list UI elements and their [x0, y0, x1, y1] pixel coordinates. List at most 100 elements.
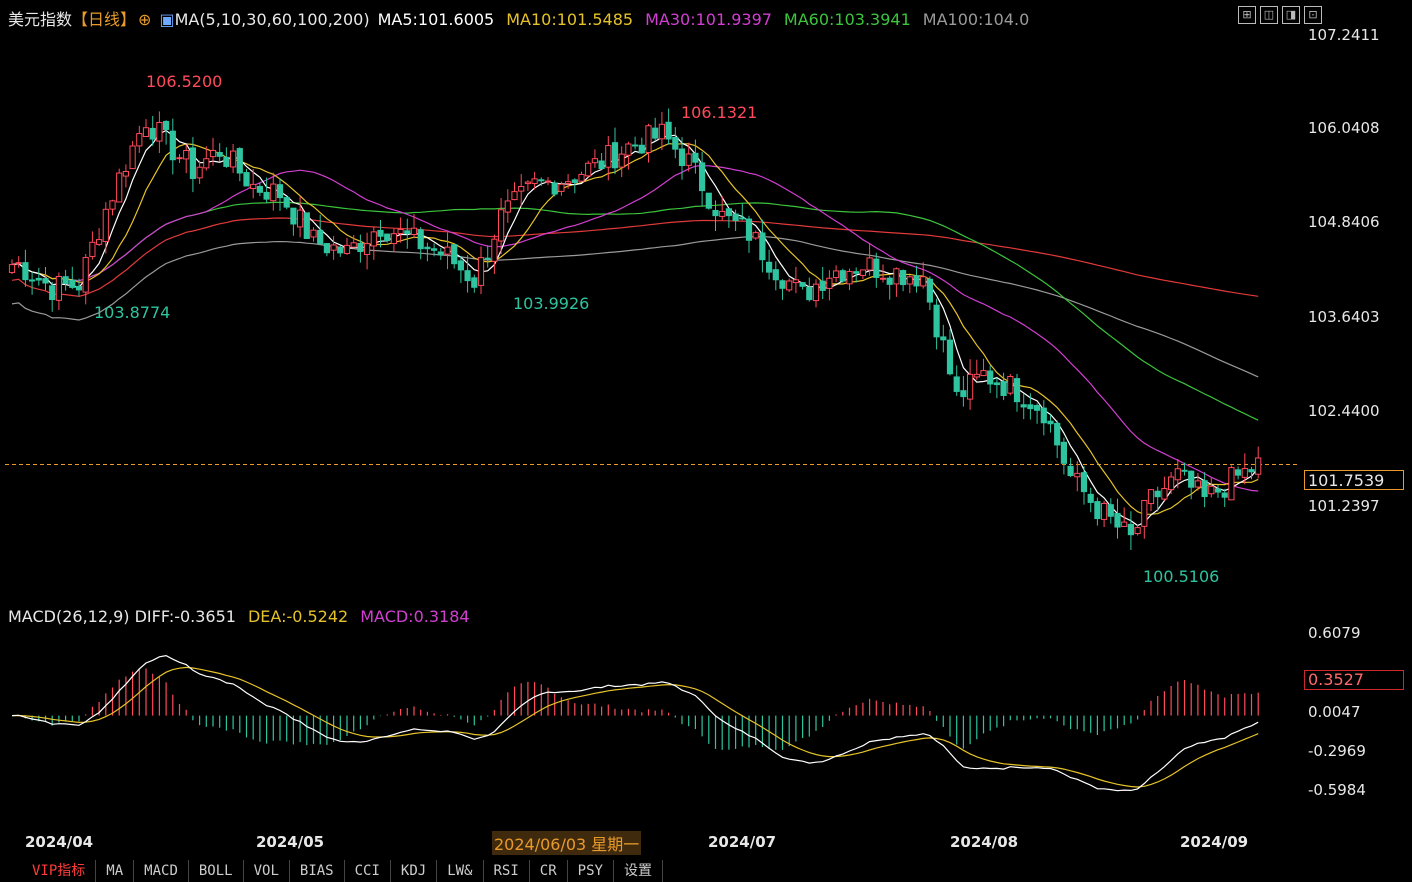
candle-body [1087, 493, 1094, 503]
ma10-label: MA10:101.5485 [506, 10, 634, 29]
candle-body [1228, 467, 1235, 501]
crosshair-date-tooltip: 2024/06/03 星期一 [492, 831, 642, 855]
candle-body [290, 207, 297, 225]
candle-body [35, 277, 42, 281]
tab-ma[interactable]: MA [96, 860, 135, 882]
ma100-label: MA100:104.0 [922, 10, 1030, 29]
price-tick: 106.0408 [1308, 119, 1380, 137]
candle-body [250, 183, 257, 190]
candle-body [390, 233, 397, 245]
candle-body [625, 143, 632, 156]
candle-body [960, 390, 967, 398]
candle-body [96, 239, 103, 245]
add-icon[interactable]: ⊕ [138, 10, 152, 29]
candle-body [1235, 469, 1242, 476]
candle-body [431, 248, 438, 251]
candle-body [1054, 422, 1061, 446]
x-tick: 2024/08 [950, 833, 1019, 851]
candle-body [920, 276, 927, 287]
candle-body [544, 180, 552, 183]
candle-body [645, 125, 652, 154]
candle-body [1241, 468, 1248, 478]
candle-body [705, 192, 712, 209]
macd-tick: -0.2969 [1308, 742, 1366, 760]
candle-body [1114, 512, 1121, 528]
candle-body [1255, 457, 1262, 475]
candle-body [759, 232, 766, 261]
candle-body [55, 275, 62, 301]
candle-body [665, 121, 672, 140]
candle-body [1208, 485, 1215, 495]
candle-body [149, 127, 156, 140]
candle-body [1134, 527, 1141, 535]
candle-body [839, 270, 846, 282]
candle-body [498, 209, 505, 242]
tab-cr[interactable]: CR [530, 860, 568, 882]
candle-body [350, 242, 357, 248]
candle-body [812, 283, 820, 302]
candle-body [424, 246, 431, 250]
candle-body [511, 191, 518, 201]
expand-icon[interactable]: ⊡ [1304, 6, 1322, 24]
tab-settings[interactable]: 设置 [614, 860, 663, 882]
candle-body [732, 213, 739, 222]
candle-body [471, 277, 478, 288]
indicator-tab-bar: VIP指标 MA MACD BOLL VOL BIAS CCI KDJ LW& … [0, 860, 740, 882]
candle-body [317, 229, 324, 245]
tab-kdj[interactable]: KDJ [391, 860, 438, 882]
candle-body [1121, 521, 1128, 527]
candle-body [310, 229, 317, 238]
candle-body [766, 261, 773, 273]
candle-body [873, 258, 880, 278]
candle-body [712, 209, 719, 217]
candle-body [404, 230, 411, 235]
ma60-line [11, 201, 1259, 421]
macd-params-label: MACD(26,12,9) [8, 607, 130, 626]
candle-body [477, 257, 485, 286]
candle-body [638, 144, 645, 154]
candle-body [236, 148, 243, 174]
tab-bias[interactable]: BIAS [290, 860, 345, 882]
ma5-label: MA5:101.6005 [377, 10, 495, 29]
tab-lw[interactable]: LW& [437, 860, 484, 882]
candle-body [618, 153, 625, 168]
candle-body [129, 145, 136, 170]
instrument-name: 美元指数 [8, 10, 73, 29]
candle-body [1188, 470, 1195, 488]
candle-body [457, 260, 464, 271]
x-tick: 2024/09 [1180, 833, 1249, 851]
candle-body [1161, 488, 1168, 500]
price-tick: 102.4400 [1308, 402, 1380, 420]
candle-body [605, 145, 612, 168]
candle-body [531, 178, 538, 184]
tab-cci[interactable]: CCI [345, 860, 391, 882]
candle-body [163, 120, 170, 130]
candle-body [1047, 420, 1054, 425]
current-macd-box: 0.3527 [1304, 670, 1404, 690]
split-icon[interactable]: ◨ [1282, 6, 1300, 24]
layout-icon[interactable]: ◫ [1260, 6, 1278, 24]
tab-boll[interactable]: BOLL [189, 860, 244, 882]
x-tick: 2024/07 [708, 833, 777, 851]
candle-body [1080, 472, 1088, 493]
candle-body [263, 191, 270, 200]
x-tick: 2024/04 [25, 833, 94, 851]
tab-vol[interactable]: VOL [244, 860, 290, 882]
candle-body [699, 162, 706, 192]
period-label[interactable]: 【日线】 [72, 10, 137, 29]
tab-rsi[interactable]: RSI [484, 860, 530, 882]
candle-body [799, 282, 806, 287]
candle-body [1214, 488, 1222, 493]
fullscreen-icon[interactable]: ⊞ [1238, 6, 1256, 24]
candle-body [189, 147, 197, 179]
candle-body [551, 182, 558, 195]
candle-body [303, 212, 310, 239]
candle-body [364, 243, 371, 255]
candle-body [343, 244, 351, 254]
candle-body [230, 150, 237, 168]
tab-vip[interactable]: VIP指标 [0, 860, 97, 882]
candle-body [1127, 523, 1135, 536]
tab-macd[interactable]: MACD [134, 860, 189, 882]
tab-psy[interactable]: PSY [568, 860, 614, 882]
